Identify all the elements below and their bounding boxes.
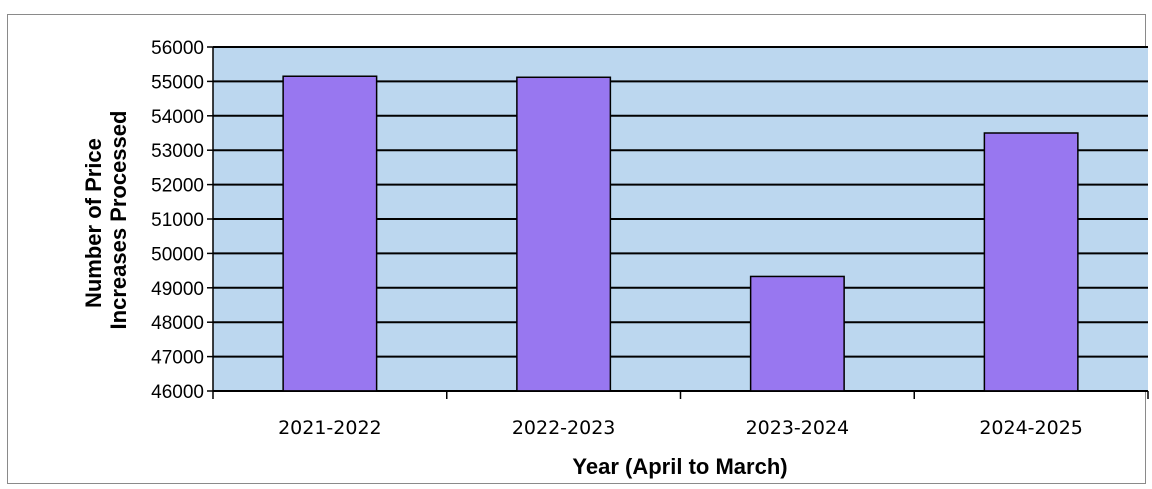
bar-2024-2025: [983, 132, 1079, 392]
x-tick-label: 2022-2023: [512, 417, 616, 439]
y-tick-label: 47000: [151, 348, 204, 369]
y-tick-label: 49000: [151, 279, 204, 300]
y-tick-labels: 46000 47000 48000 49000 50000 51000 52000 53000…: [151, 38, 204, 403]
y-axis-title-line-1: Number of Price: [81, 138, 106, 308]
bar-2022-2023: [516, 76, 612, 392]
y-axis-title-line-2: Increases Processed: [106, 111, 131, 330]
y-tick-label: 48000: [151, 313, 204, 334]
x-tick-label: 2021-2022: [278, 417, 382, 439]
y-tick-label: 46000: [151, 382, 204, 403]
bar-2023-2024: [749, 275, 845, 392]
y-tick-label: 53000: [151, 141, 204, 162]
x-tick-label: 2024-2025: [979, 417, 1083, 439]
x-axis-title: Year (April to March): [572, 454, 787, 479]
y-tick-label: 56000: [151, 38, 204, 59]
axes: [212, 47, 1149, 399]
y-tick-label: 50000: [151, 244, 204, 265]
y-axis-title: Number of Price Increases Processed: [81, 111, 131, 330]
y-tick-label: 54000: [151, 107, 204, 128]
x-tick-labels: 2021-2022 2022-2023 2023-2024 2024-2025: [278, 417, 1083, 439]
x-tick-label: 2023-2024: [746, 417, 850, 439]
y-tick-label: 55000: [151, 72, 204, 93]
y-tick-label: 51000: [151, 210, 204, 231]
bar-2021-2022: [282, 75, 378, 392]
y-tick-label: 52000: [151, 176, 204, 197]
